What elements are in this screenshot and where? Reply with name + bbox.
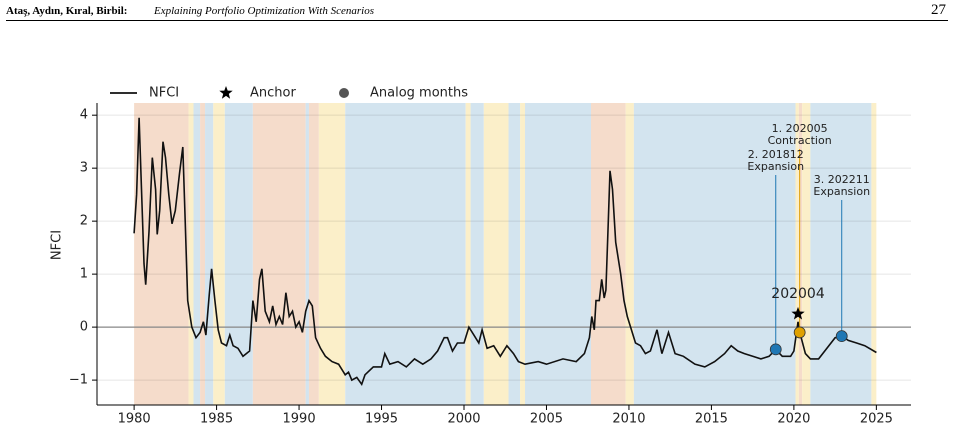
regime-band bbox=[483, 103, 509, 405]
x-tick-label: 2020 bbox=[777, 412, 810, 427]
y-tick-label: 3 bbox=[80, 161, 88, 176]
y-tick-label: 0 bbox=[80, 320, 88, 335]
nfci-line bbox=[133, 117, 877, 387]
x-tick-label: 2010 bbox=[612, 412, 645, 427]
x-tick-label: 2005 bbox=[530, 412, 563, 427]
regime-band bbox=[795, 103, 799, 405]
regime-band bbox=[470, 103, 484, 405]
y-tick-label: 2 bbox=[80, 214, 88, 229]
legend-label: NFCI bbox=[149, 86, 179, 101]
analog-rank: 3. 202211 bbox=[814, 173, 870, 186]
legend-label: Analog months bbox=[370, 86, 468, 101]
regime-band bbox=[188, 103, 194, 405]
analog-regime: Expansion bbox=[813, 185, 870, 198]
regime-band bbox=[810, 103, 872, 405]
regime-band bbox=[633, 103, 796, 405]
regime-band bbox=[345, 103, 466, 405]
regime-band bbox=[205, 103, 214, 405]
regime-band bbox=[591, 103, 626, 405]
regime-band bbox=[213, 103, 225, 405]
regime-band bbox=[305, 103, 309, 405]
regime-band bbox=[134, 103, 189, 405]
regime-band bbox=[508, 103, 521, 405]
anchor-label: 202004 bbox=[771, 286, 825, 302]
x-tick-label: 1990 bbox=[283, 412, 316, 427]
analog-point bbox=[769, 343, 782, 356]
page-number: 27 bbox=[931, 2, 946, 18]
regime-band bbox=[802, 103, 811, 405]
regime-band bbox=[193, 103, 201, 405]
regime-band bbox=[252, 103, 306, 405]
regime-band bbox=[318, 103, 346, 405]
x-tick-label: 1995 bbox=[365, 412, 398, 427]
y-tick-label: 1 bbox=[80, 267, 88, 282]
regime-band bbox=[200, 103, 206, 405]
paper-title: Explaining Portfolio Optimization With S… bbox=[154, 5, 374, 17]
legend-star bbox=[219, 86, 233, 99]
x-tick-label: 1980 bbox=[118, 412, 151, 427]
regime-band bbox=[308, 103, 319, 405]
regime-band bbox=[798, 103, 803, 405]
regime-band bbox=[525, 103, 592, 405]
analog-rank: 2. 201812 bbox=[748, 148, 804, 161]
legend-label: Anchor bbox=[250, 86, 296, 101]
authors: Ataş, Aydın, Kıral, Birbil: bbox=[6, 5, 128, 17]
x-tick-label: 2000 bbox=[447, 412, 480, 427]
analog-point bbox=[793, 326, 806, 339]
analog-regime: Expansion bbox=[747, 160, 804, 173]
x-tick-label: 1985 bbox=[200, 412, 233, 427]
regime-band bbox=[520, 103, 526, 405]
y-axis-label: NFCI bbox=[50, 230, 65, 260]
analog-point bbox=[835, 330, 848, 343]
regime-band bbox=[871, 103, 877, 405]
analog-regime: Contraction bbox=[768, 134, 832, 147]
y-tick-label: −1 bbox=[69, 373, 88, 388]
regime-band bbox=[465, 103, 471, 405]
x-tick-label: 2015 bbox=[695, 412, 728, 427]
y-tick-label: 4 bbox=[80, 108, 88, 123]
regime-band bbox=[625, 103, 634, 405]
anchor-star bbox=[791, 306, 805, 320]
x-tick-label: 2025 bbox=[860, 412, 893, 427]
analog-rank: 1. 202005 bbox=[772, 122, 828, 135]
running-header: Ataş, Aydın, Kıral, Birbil: Explaining P… bbox=[6, 2, 948, 21]
regime-band bbox=[224, 103, 253, 405]
legend-dot bbox=[339, 88, 349, 98]
